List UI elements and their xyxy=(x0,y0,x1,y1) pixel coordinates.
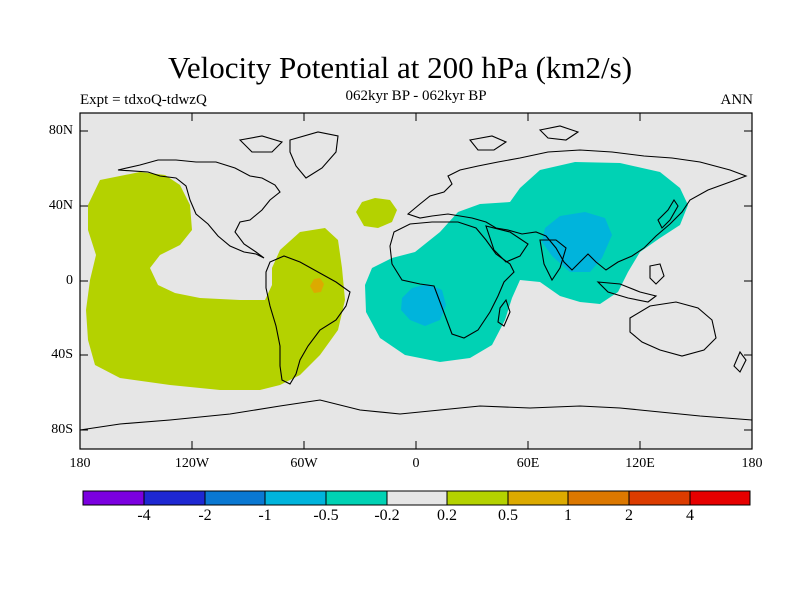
lon-label-120e: 120E xyxy=(625,456,655,471)
plot-title: Velocity Potential at 200 hPa (km2/s) xyxy=(167,50,633,85)
season-label: ANN xyxy=(720,92,754,108)
lat-label-40n: 40N xyxy=(48,198,73,213)
colorbar-box-8 xyxy=(507,490,569,506)
colorbar-box-9 xyxy=(567,490,630,506)
lat-label-0: 0 xyxy=(66,273,73,288)
colorbar-label-2: -2 xyxy=(198,507,212,524)
positive-core-amazon xyxy=(310,278,324,293)
coastlines xyxy=(79,125,753,431)
colorbar-label-6: 0.2 xyxy=(437,507,457,524)
lat-label-40s: 40S xyxy=(51,347,73,362)
period-label: 062kyr BP - 062kyr BP xyxy=(345,88,487,104)
colorbar-box-2 xyxy=(143,490,206,506)
colorbar-label-8: 1 xyxy=(564,507,572,524)
lat-label-80s: 80S xyxy=(51,422,73,437)
colorbar-label-7: 0.5 xyxy=(498,507,518,524)
negative-core-asia xyxy=(542,212,612,272)
lon-label-60e: 60E xyxy=(516,456,540,471)
colorbar-box-4 xyxy=(264,490,327,506)
axis-ticks xyxy=(80,113,752,449)
colorbar-box-1 xyxy=(82,490,145,506)
colorbar-box-11 xyxy=(689,490,751,506)
negative-core-africa xyxy=(401,284,446,326)
colorbar-box-5 xyxy=(325,490,388,506)
colorbar-label-4: -0.5 xyxy=(313,507,339,524)
lon-label-180e: 180 xyxy=(741,456,763,471)
colorbar-box-3 xyxy=(204,490,266,506)
colorbar-label-3: -1 xyxy=(258,507,272,524)
negative-region-eastern xyxy=(365,162,688,362)
colorbar-label-9: 2 xyxy=(625,507,633,524)
lon-label-180w: 180 xyxy=(69,456,91,471)
colorbar xyxy=(82,490,751,506)
colorbar-box-7 xyxy=(446,490,509,506)
lon-label-120w: 120W xyxy=(174,456,210,471)
lon-label-60w: 60W xyxy=(290,456,318,471)
positive-region-atlantic xyxy=(356,198,397,228)
colorbar-label-1: -4 xyxy=(137,507,151,524)
positive-region-pacific xyxy=(86,172,345,390)
colorbar-box-6 xyxy=(386,490,448,506)
colorbar-label-5: -0.2 xyxy=(374,507,400,524)
colorbar-box-10 xyxy=(628,490,691,506)
lon-label-0: 0 xyxy=(412,456,420,471)
colorbar-label-10: 4 xyxy=(686,507,694,524)
experiment-label: Expt = tdxoQ-tdwzQ xyxy=(80,92,207,108)
lat-label-80n: 80N xyxy=(48,123,73,138)
